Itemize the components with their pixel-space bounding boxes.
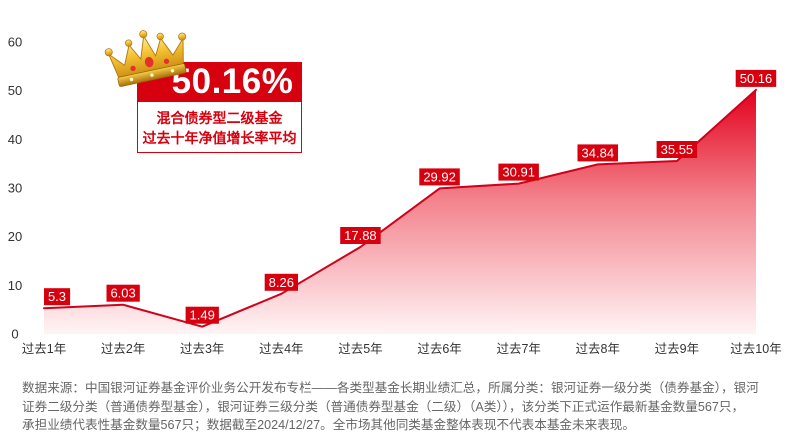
x-tick-label: 过去7年 — [496, 342, 540, 356]
data-label: 6.03 — [106, 284, 140, 302]
data-label-box — [656, 141, 698, 158]
data-label-text: 50.16 — [740, 71, 773, 86]
source-note-line: 证券二级分类（普通债券型基金），银河证券三级分类（普通债券型基金（二级）（A类）… — [22, 399, 745, 414]
data-label: 1.49 — [185, 306, 219, 324]
callout-description: 混合债券型二级基金 过去十年净值增长率平均 — [137, 102, 302, 153]
x-tick-label: 过去2年 — [101, 342, 145, 356]
series-line — [43, 88, 757, 328]
data-label-text: 34.84 — [582, 145, 615, 160]
crown-band-pearl — [170, 69, 175, 73]
crown-tip-ball — [125, 39, 133, 47]
crown-jewel — [144, 56, 154, 68]
x-tick-label: 过去6年 — [417, 342, 461, 356]
crown-tip-ball — [139, 30, 148, 39]
data-label-box — [735, 69, 777, 87]
data-labels: 5.3 6.03 1.49 8.26 17.88 29.92 30.91 34.84 35.55… — [44, 69, 777, 324]
callout-line-metric: 过去十年净值增长率平均 — [142, 130, 297, 146]
crown-tip-ball — [178, 32, 187, 41]
data-label-box — [264, 273, 298, 291]
y-tick-label: 0 — [11, 327, 18, 342]
y-tick-label: 40 — [8, 132, 22, 147]
crown-jewel — [130, 65, 136, 72]
data-label-text: 17.88 — [344, 228, 377, 243]
callout-value: 50.16% — [171, 62, 294, 101]
y-tick-label: 30 — [8, 181, 22, 196]
crown-jewel — [163, 58, 170, 64]
data-label-text: 6.03 — [110, 286, 135, 301]
crown-tip-ball — [156, 32, 164, 41]
x-tick-label: 过去10年 — [730, 342, 781, 356]
crown-band-pearl — [129, 77, 134, 82]
data-label-box — [340, 227, 381, 244]
x-tick-label: 过去8年 — [576, 342, 620, 356]
data-label-text: 8.26 — [269, 275, 294, 290]
source-note: 数据来源：中国银河证券基金评价业务公开发布专栏——各类型基金长期业绩汇总，所属分… — [22, 379, 792, 435]
source-note-line: 数据来源：中国银河证券基金评价业务公开发布专栏——各类型基金长期业绩汇总，所属分… — [22, 381, 759, 395]
source-note-line: 承担业绩代表性基金数量567只；数据截至2024/12/27。全市场其他同类基金… — [22, 418, 635, 432]
area-fill — [44, 89, 756, 335]
data-label: 35.55 — [656, 141, 698, 158]
x-tick-label: 过去1年 — [22, 342, 66, 356]
y-tick-label: 10 — [8, 278, 22, 293]
data-label: 34.84 — [577, 144, 618, 162]
y-axis: 0 10 20 30 40 50 60 — [8, 35, 22, 342]
x-tick-label: 过去4年 — [259, 342, 303, 356]
data-label: 30.91 — [498, 163, 539, 181]
data-label-text: 30.91 — [502, 165, 535, 180]
data-label-text: 5.3 — [48, 289, 66, 304]
data-label: 50.16 — [735, 69, 777, 87]
data-label-text: 35.55 — [661, 142, 694, 157]
data-label-box — [106, 284, 140, 302]
data-label-box — [577, 144, 618, 162]
callout-line-fund-type: 混合债券型二级基金 — [156, 110, 283, 126]
data-label-text: 29.92 — [423, 169, 456, 184]
data-label-box — [419, 168, 460, 186]
crown-tip-ball — [104, 48, 113, 57]
data-label: 5.3 — [44, 288, 71, 306]
y-tick-label: 50 — [8, 83, 22, 98]
data-label-box — [498, 163, 539, 181]
data-label-box — [44, 288, 71, 306]
highlight-callout: 50.16% 混合债券型二级基金 过去十年净值增长率平均 — [137, 62, 302, 153]
x-tick-label: 过去5年 — [338, 342, 382, 356]
y-tick-label: 60 — [8, 35, 22, 50]
x-axis: 过去1年 过去2年 过去3年 过去4年 过去5年 过去6年 过去7年 过去8年 过去9年 过去10… — [22, 342, 782, 356]
data-label: 17.88 — [340, 227, 381, 244]
x-tick-label: 过去9年 — [655, 342, 699, 356]
crown-band-pearl — [150, 73, 154, 77]
crown-icon — [104, 30, 187, 87]
data-label-box — [185, 306, 219, 324]
data-label: 29.92 — [419, 168, 460, 186]
y-tick-label: 20 — [8, 229, 22, 244]
data-label-text: 1.49 — [190, 308, 215, 323]
data-label: 8.26 — [264, 273, 298, 291]
x-tick-label: 过去3年 — [180, 342, 224, 356]
